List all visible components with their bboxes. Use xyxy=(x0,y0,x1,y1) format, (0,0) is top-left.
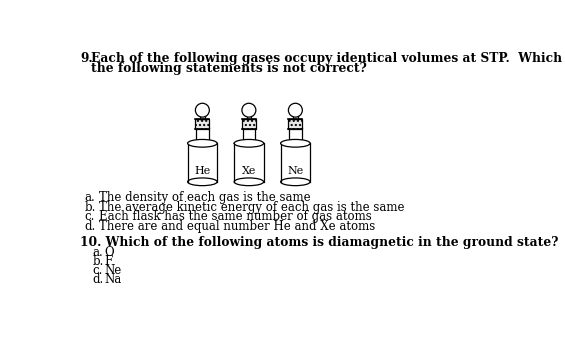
Circle shape xyxy=(288,103,302,117)
Text: F: F xyxy=(105,255,113,268)
Text: d.: d. xyxy=(85,220,96,233)
Ellipse shape xyxy=(281,139,310,147)
Bar xyxy=(288,119,302,130)
Text: a.: a. xyxy=(85,191,95,204)
Circle shape xyxy=(195,103,210,117)
Text: c.: c. xyxy=(92,264,103,277)
Text: Each flask has the same number of gas atoms: Each flask has the same number of gas at… xyxy=(98,210,371,223)
Ellipse shape xyxy=(234,139,264,147)
Ellipse shape xyxy=(234,178,264,186)
Text: the following statements is not correct?: the following statements is not correct? xyxy=(91,62,367,75)
Text: b.: b. xyxy=(92,255,104,268)
Bar xyxy=(195,119,210,130)
Ellipse shape xyxy=(281,178,310,186)
Text: c.: c. xyxy=(85,210,95,223)
Text: Ne: Ne xyxy=(287,166,303,176)
Circle shape xyxy=(242,103,256,117)
Text: There are and equal number He and Xe atoms: There are and equal number He and Xe ato… xyxy=(98,220,375,233)
Text: Ne: Ne xyxy=(105,264,122,277)
Text: O: O xyxy=(105,246,114,259)
Text: Each of the following gases occupy identical volumes at STP.  Which of: Each of the following gases occupy ident… xyxy=(91,53,565,66)
Text: He: He xyxy=(194,166,211,176)
Text: Xe: Xe xyxy=(242,166,256,176)
Text: The average kinetic energy of each gas is the same: The average kinetic energy of each gas i… xyxy=(98,201,404,214)
Text: 9.: 9. xyxy=(80,53,93,66)
Bar xyxy=(242,119,256,130)
Text: d.: d. xyxy=(92,274,103,287)
Text: a.: a. xyxy=(92,246,103,259)
Text: b.: b. xyxy=(85,201,96,214)
Text: Na: Na xyxy=(105,274,122,287)
Text: The density of each gas is the same: The density of each gas is the same xyxy=(98,191,310,204)
Ellipse shape xyxy=(188,178,217,186)
Ellipse shape xyxy=(188,139,217,147)
Text: 10. Which of the following atoms is diamagnetic in the ground state?: 10. Which of the following atoms is diam… xyxy=(80,236,558,249)
